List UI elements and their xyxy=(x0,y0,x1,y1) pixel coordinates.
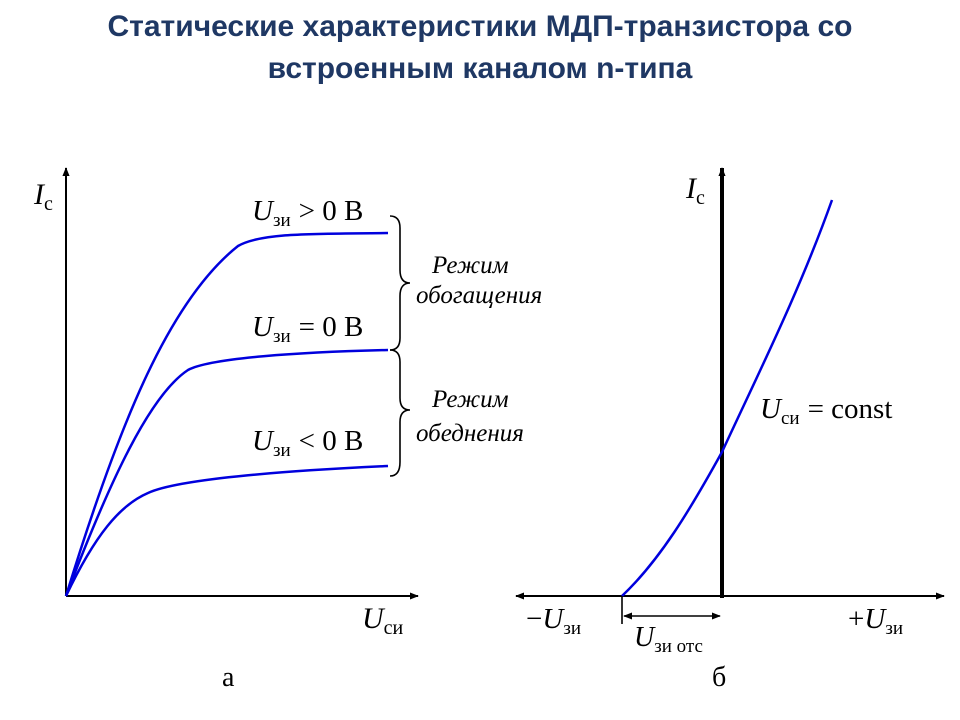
title-line-2: встроенным каналом n-типа xyxy=(267,52,693,85)
brace-depletion xyxy=(389,349,411,477)
negative-ugs-label: −Uзи xyxy=(526,603,581,639)
curve-label-ugs-negative: Uзи < 0 В xyxy=(252,425,363,461)
curve-ugs-positive xyxy=(64,231,389,597)
curve-label-ugs-zero: Uзи = 0 В xyxy=(252,311,363,347)
mode-depletion-line-1: Режим xyxy=(431,386,509,413)
curve-ugs-zero xyxy=(64,348,389,597)
mode-depletion-line-2: обеднения xyxy=(416,420,524,447)
caption-a: а xyxy=(222,662,235,693)
title-line-1: Статические характеристики МДП-транзисто… xyxy=(107,10,853,43)
transfer-characteristic: Iс Uси = const −Uзи +Uзи Uзи отс б xyxy=(515,167,945,693)
caption-b: б xyxy=(712,662,726,693)
page-title: Статические характеристики МДП-транзисто… xyxy=(0,6,960,90)
cutoff-label: Uзи отс xyxy=(634,622,703,657)
mode-enrichment-line-2: обогащения xyxy=(416,282,542,309)
transfer-curve xyxy=(621,199,834,597)
mode-enrichment-line-1: Режим xyxy=(431,252,509,279)
left-y-axis-label: Iс xyxy=(33,178,53,215)
left-x-axis-label: Uси xyxy=(362,602,404,639)
brace-enrichment xyxy=(389,215,411,351)
curve-ugs-negative xyxy=(64,464,389,597)
const-label: Uси = const xyxy=(760,393,892,429)
output-characteristics: Iс Uси Uзи > 0 В Uзи = 0 В Uзи < 0 В Режим … xyxy=(33,167,542,693)
curve-label-ugs-positive: Uзи > 0 В xyxy=(252,195,363,231)
positive-ugs-label: +Uзи xyxy=(848,603,903,639)
right-y-axis-label: Iс xyxy=(685,172,705,209)
